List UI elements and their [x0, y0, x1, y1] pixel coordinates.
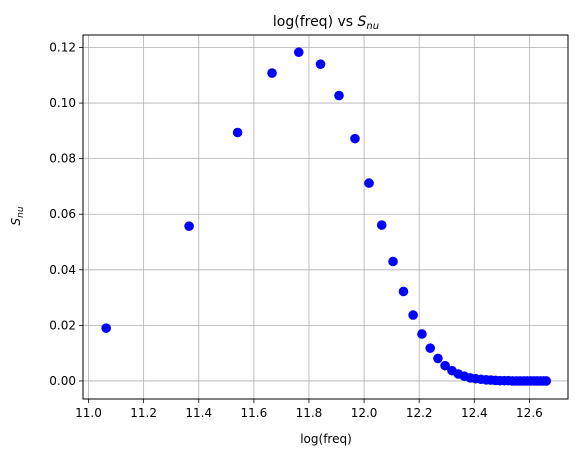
data-point [232, 127, 243, 138]
data-point [334, 90, 344, 101]
data-point [101, 323, 111, 333]
y-tick-label: 0.04 [49, 263, 76, 277]
axes-frame [82, 34, 569, 400]
y-tick-label: 0.08 [49, 152, 76, 166]
chart-title: log(freq) vs Snu [273, 14, 379, 32]
y-tick-label: 0.00 [49, 374, 76, 388]
data-point [315, 59, 326, 69]
x-tick-label: 11.4 [185, 406, 212, 420]
data-point [541, 376, 552, 386]
data-point [184, 221, 194, 231]
data-point [388, 256, 398, 267]
data-point [350, 133, 360, 144]
data-points [101, 47, 552, 386]
data-point [398, 286, 409, 297]
y-axis-ticks: 0.00 0.02 0.04 0.06 0.08 0.10 0.12 [49, 41, 83, 388]
y-tick-label: 0.10 [49, 96, 76, 110]
y-tick-label: 0.06 [49, 207, 76, 221]
data-point [267, 68, 277, 78]
data-point [433, 353, 443, 364]
x-axis-label: log(freq) [300, 432, 352, 446]
grid [83, 35, 568, 399]
x-tick-label: 11.2 [130, 406, 157, 420]
data-point [417, 329, 427, 339]
data-point [425, 343, 436, 353]
data-point [440, 360, 450, 371]
x-tick-label: 11.6 [240, 406, 267, 420]
data-point [293, 47, 304, 58]
data-point [408, 310, 418, 320]
data-point [376, 220, 387, 230]
x-tick-label: 12.2 [406, 406, 433, 420]
x-axis-ticks: 11.0 11.2 11.4 11.6 11.8 12.0 12.2 12.4 12.6 [75, 399, 543, 420]
x-tick-label: 12.6 [516, 406, 543, 420]
x-tick-label: 11.0 [75, 406, 102, 420]
x-tick-label: 12.4 [461, 406, 488, 420]
x-tick-label: 11.8 [296, 406, 323, 420]
x-tick-label: 12.0 [351, 406, 378, 420]
data-point [364, 178, 374, 188]
y-tick-label: 0.12 [49, 41, 76, 55]
y-tick-label: 0.02 [49, 318, 76, 332]
y-axis-label: Snu [9, 206, 26, 225]
